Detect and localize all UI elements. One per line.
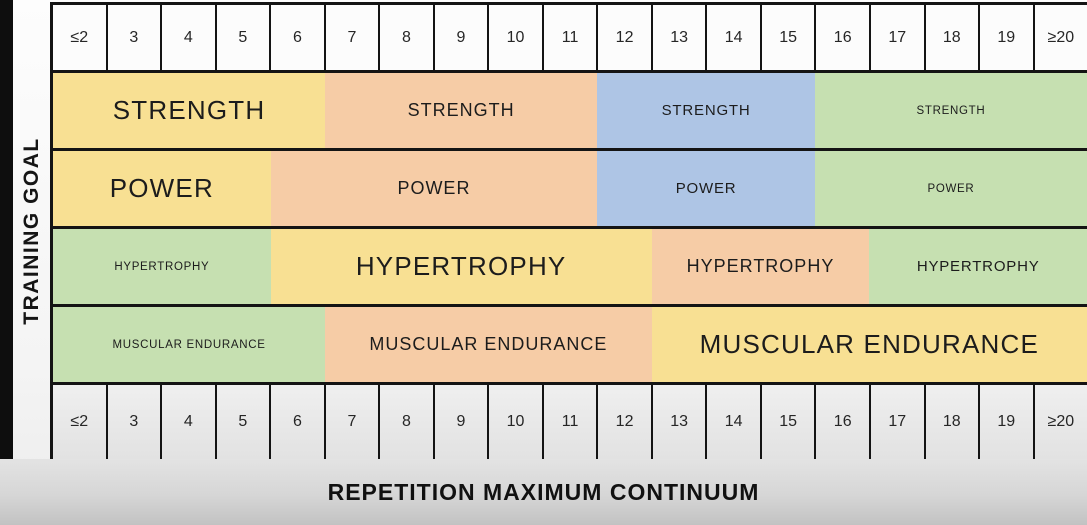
rep-cell-7: 7 <box>323 385 379 459</box>
rep-cell-9: 9 <box>432 5 488 70</box>
goal-row-power: POWER POWER POWER POWER <box>53 151 1087 229</box>
rep-cell-7: 7 <box>323 5 379 70</box>
rep-cell-4: 4 <box>160 5 215 70</box>
rep-cell-13: 13 <box>650 5 706 70</box>
segment-hypertrophy-peach: HYPERTROPHY <box>651 229 870 304</box>
rep-scale-bottom: ≤2 3 4 5 6 7 8 9 10 11 12 13 14 15 16 17 18 19 ≥20 <box>53 385 1087 462</box>
segment-power-yellow: POWER <box>53 151 271 226</box>
segment-muscular-endurance-peach: MUSCULAR ENDURANCE <box>325 307 652 382</box>
x-axis-title: REPETITION MAXIMUM CONTINUUM <box>327 478 760 505</box>
rep-cell-3: 3 <box>105 5 161 70</box>
rep-cell-gte20: ≥20 <box>1032 385 1087 459</box>
rep-cell-5: 5 <box>214 5 270 70</box>
rep-cell-9: 9 <box>432 385 488 459</box>
rep-cell-4: 4 <box>160 385 215 459</box>
segment-strength-blue: STRENGTH <box>597 73 815 148</box>
segment-label: HYPERTROPHY <box>916 258 1040 275</box>
segment-label: MUSCULAR ENDURANCE <box>112 338 266 351</box>
rep-cell-gte20: ≥20 <box>1032 5 1087 70</box>
segment-power-green: POWER <box>814 151 1087 226</box>
segment-label: POWER <box>927 182 975 195</box>
segment-label: MUSCULAR ENDURANCE <box>699 329 1040 359</box>
rep-cell-lte2: ≤2 <box>53 385 106 459</box>
goal-row-muscular-endurance: MUSCULAR ENDURANCE MUSCULAR ENDURANCE MUSC… <box>53 307 1087 385</box>
rep-cell-16: 16 <box>814 385 869 459</box>
rep-cell-17: 17 <box>868 5 924 70</box>
rep-cell-12: 12 <box>596 5 651 70</box>
segment-label: POWER <box>397 178 471 198</box>
segment-hypertrophy-green: HYPERTROPHY <box>53 229 271 304</box>
rep-cell-12: 12 <box>596 385 651 459</box>
rep-cell-17: 17 <box>868 385 924 459</box>
y-axis-label: TRAINING GOAL <box>19 136 43 325</box>
segment-strength-green: STRENGTH <box>814 73 1087 148</box>
continuum-table: ≤2 3 4 5 6 7 8 9 10 11 12 13 14 15 16 17 18 19 ≥20 STRENGT… <box>50 2 1087 462</box>
rep-cell-15: 15 <box>759 5 815 70</box>
rep-cell-18: 18 <box>923 385 979 459</box>
goal-row-hypertrophy: HYPERTROPHY HYPERTROPHY HYPERTROPHY HYPERTR… <box>53 229 1087 307</box>
rep-cell-8: 8 <box>378 385 433 459</box>
rep-cell-14: 14 <box>705 5 760 70</box>
rep-scale-top: ≤2 3 4 5 6 7 8 9 10 11 12 13 14 15 16 17 18 19 ≥20 <box>53 5 1087 73</box>
segment-label: HYPERTROPHY <box>114 260 210 273</box>
rep-cell-10: 10 <box>487 385 542 459</box>
segment-hypertrophy-yellow: HYPERTROPHY <box>270 229 652 304</box>
segment-label: STRENGTH <box>407 100 515 120</box>
rep-cell-6: 6 <box>269 5 324 70</box>
segment-label: STRENGTH <box>112 95 266 125</box>
segment-label: HYPERTROPHY <box>355 251 567 281</box>
segment-power-blue: POWER <box>597 151 815 226</box>
segment-label: STRENGTH <box>916 104 986 117</box>
rep-cell-11: 11 <box>541 5 597 70</box>
rep-cell-19: 19 <box>978 5 1033 70</box>
rep-cell-10: 10 <box>487 5 542 70</box>
rep-cell-16: 16 <box>814 5 869 70</box>
segment-label: HYPERTROPHY <box>686 256 835 276</box>
segment-hypertrophy-green: HYPERTROPHY <box>869 229 1087 304</box>
x-axis-band: REPETITION MAXIMUM CONTINUUM <box>0 459 1087 525</box>
rep-cell-13: 13 <box>650 385 706 459</box>
segment-label: STRENGTH <box>661 102 751 119</box>
goal-row-strength: STRENGTH STRENGTH STRENGTH STRENGTH <box>53 73 1087 151</box>
rep-cell-3: 3 <box>105 385 161 459</box>
rep-cell-5: 5 <box>214 385 270 459</box>
segment-label: POWER <box>675 180 737 197</box>
rep-cell-19: 19 <box>978 385 1033 459</box>
rep-cell-6: 6 <box>269 385 324 459</box>
rep-cell-8: 8 <box>378 5 433 70</box>
segment-label: POWER <box>109 173 214 203</box>
left-axis-bar <box>0 0 13 459</box>
segment-muscular-endurance-green: MUSCULAR ENDURANCE <box>53 307 326 382</box>
segment-power-peach: POWER <box>270 151 598 226</box>
segment-label: MUSCULAR ENDURANCE <box>369 334 608 354</box>
rep-cell-14: 14 <box>705 385 760 459</box>
y-axis-label-container: TRAINING GOAL <box>13 2 50 459</box>
segment-strength-peach: STRENGTH <box>325 73 598 148</box>
rep-cell-18: 18 <box>923 5 979 70</box>
segment-strength-yellow: STRENGTH <box>53 73 326 148</box>
goal-rows: STRENGTH STRENGTH STRENGTH STRENGTH POWER POW… <box>53 73 1087 385</box>
segment-muscular-endurance-yellow: MUSCULAR ENDURANCE <box>651 307 1087 382</box>
rep-cell-15: 15 <box>759 385 815 459</box>
rep-cell-lte2: ≤2 <box>53 5 106 70</box>
rep-cell-11: 11 <box>541 385 597 459</box>
